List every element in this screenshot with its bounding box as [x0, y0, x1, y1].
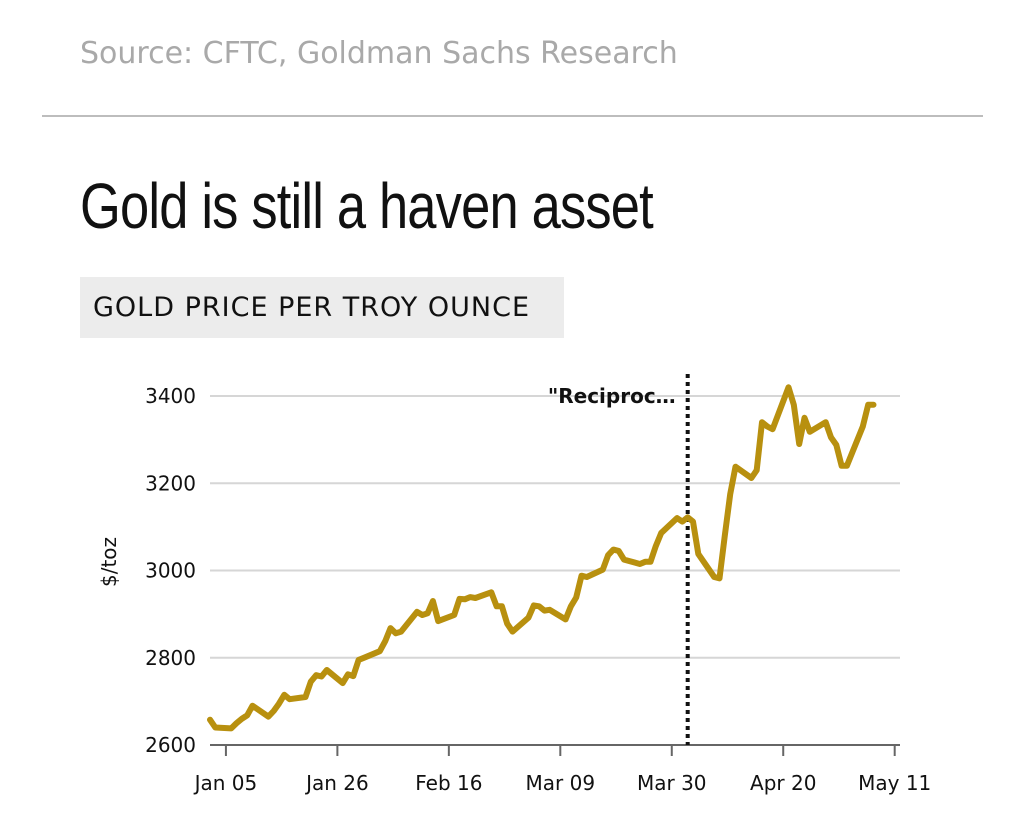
y-tick-label: 3200	[145, 471, 196, 495]
x-tick-label: Mar 09	[526, 771, 596, 795]
source-note: Source: CFTC, Goldman Sachs Research	[80, 36, 678, 71]
series-line-0	[207, 384, 877, 732]
x-axis: Jan 05 Jan 26 Feb 16 Mar 09 Mar 30 Apr 20 May …	[193, 744, 931, 795]
header-divider	[42, 115, 983, 117]
x-tick-label: Feb 16	[415, 771, 482, 795]
x-tick-label: Apr 20	[750, 771, 816, 795]
x-tick-label: Jan 05	[193, 771, 258, 795]
x-tick-label: Jan 26	[304, 771, 369, 795]
chart-title-badge: GOLD PRICE PER TROY OUNCE	[80, 277, 564, 338]
annotation-label: "Reciproc…	[548, 384, 676, 408]
y-tick-label: 3000	[145, 559, 196, 583]
chart-title: GOLD PRICE PER TROY OUNCE	[93, 292, 531, 323]
y-tick-label: 2600	[145, 733, 196, 757]
y-axis-label: $/toz	[97, 537, 121, 587]
x-tick-label: May 11	[858, 771, 931, 795]
y-tick-label: 2800	[145, 646, 196, 670]
x-tick-label: Mar 30	[637, 771, 707, 795]
annotations: "Reciproc…	[548, 374, 690, 745]
series-group	[207, 384, 877, 732]
y-tick-label: 3400	[145, 384, 196, 408]
headline: Gold is still a haven asset	[80, 170, 654, 242]
y-axis-ticks: 2600 2800 3000 3200 3400	[145, 384, 196, 757]
